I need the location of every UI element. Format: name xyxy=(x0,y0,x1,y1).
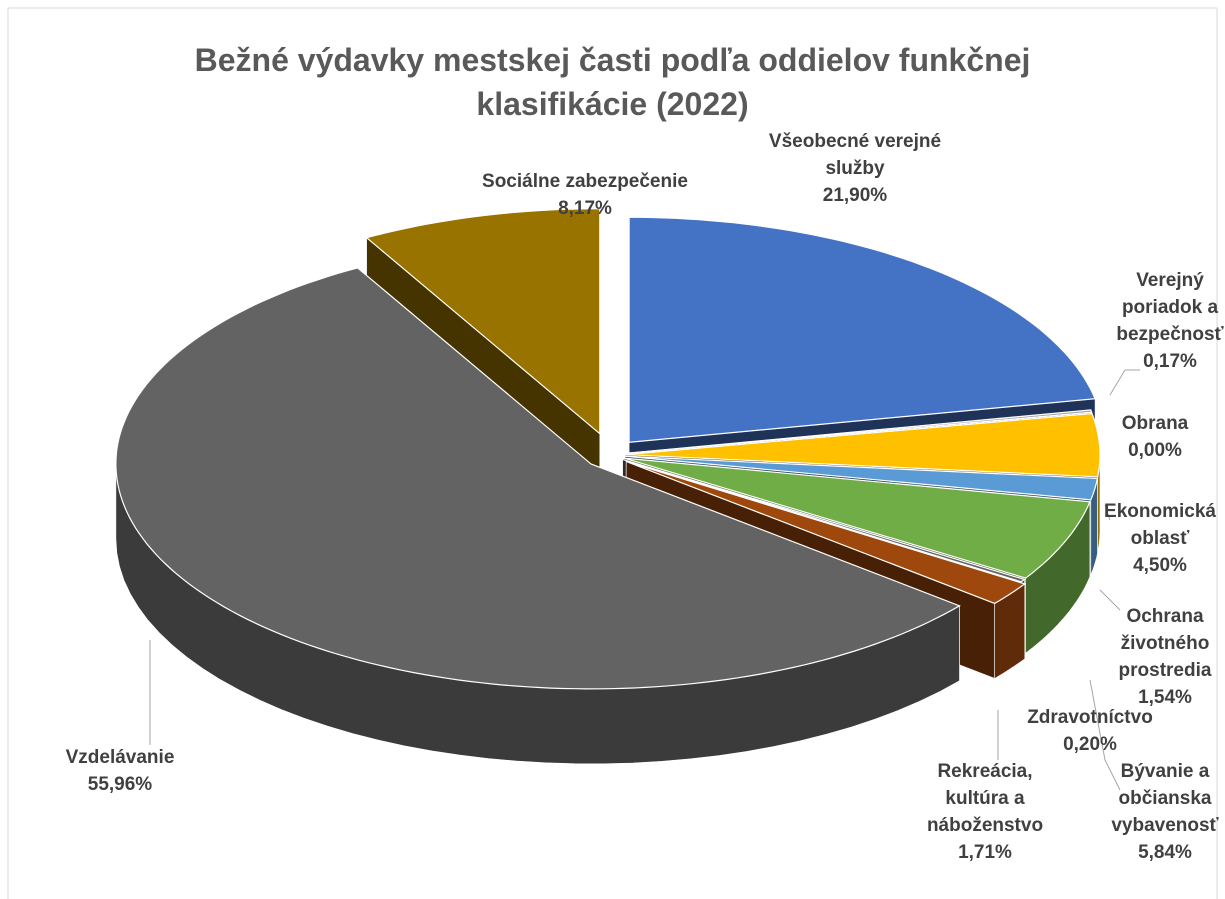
value-label: 1,54% xyxy=(1138,687,1192,708)
value-label: 0,17% xyxy=(1143,351,1197,372)
value-label: 0,20% xyxy=(1063,734,1117,755)
pie-slice xyxy=(624,455,1099,501)
pie-slice xyxy=(365,208,601,435)
data-label: Všeobecné verejné služby 21,90% xyxy=(745,128,965,209)
data-label: Ochrana životného prostredia 1,54% xyxy=(1105,603,1225,711)
data-label: Vzdelávanie 55,96% xyxy=(45,744,195,798)
value-label: 8,17% xyxy=(558,198,612,219)
value-label: 5,84% xyxy=(1138,842,1192,863)
category-label: Obrana xyxy=(1121,413,1189,434)
data-label: Verejný poriadok a bezpečnosť 0,17% xyxy=(1110,267,1225,375)
category-label: Vzdelávanie xyxy=(65,747,175,768)
chart-border xyxy=(7,7,1218,899)
value-label: 55,96% xyxy=(87,774,153,795)
category-label: Všeobecné verejné služby xyxy=(768,131,942,179)
data-label: Zdravotníctvo 0,20% xyxy=(1015,704,1165,758)
data-label: Ekonomická oblasť 4,50% xyxy=(1100,498,1220,579)
data-label: Bývanie a občianska vybavenosť 5,84% xyxy=(1100,758,1225,866)
leader-line xyxy=(1099,589,1121,611)
data-label: Sociálne zabezpečenie 8,17% xyxy=(455,168,715,222)
value-label: 4,50% xyxy=(1133,555,1187,576)
pie-slice xyxy=(624,411,1092,455)
data-label: Obrana 0,00% xyxy=(1100,410,1210,464)
category-label: Bývanie a občianska vybavenosť xyxy=(1111,761,1219,836)
category-label: Verejný poriadok a bezpečnosť xyxy=(1116,270,1224,345)
leader-line xyxy=(1089,679,1121,791)
data-label: Rekreácia, kultúra a náboženstvo 1,71% xyxy=(915,758,1055,866)
pie-slice xyxy=(623,457,1091,579)
pie-slice xyxy=(115,267,961,690)
value-label: 21,90% xyxy=(822,185,888,206)
value-label: 0,00% xyxy=(1128,440,1182,461)
pie-slice xyxy=(622,458,1026,583)
value-label: 1,71% xyxy=(958,842,1012,863)
pie-slice xyxy=(628,216,1096,443)
pie-slice xyxy=(625,460,1027,605)
leader-line xyxy=(1109,369,1140,396)
pie-slice xyxy=(624,412,1101,478)
category-label: Rekreácia, kultúra a náboženstvo xyxy=(926,761,1044,836)
pie xyxy=(115,208,1101,765)
leader-line xyxy=(1104,504,1111,521)
category-label: Ochrana životného prostredia xyxy=(1118,606,1212,681)
category-label: Zdravotníctvo xyxy=(1027,707,1153,728)
category-label: Sociálne zabezpečenie xyxy=(482,171,688,192)
chart-title: Bežné výdavky mestskej časti podľa oddie… xyxy=(194,42,1031,122)
category-label: Ekonomická oblasť xyxy=(1104,501,1216,549)
leader-lines xyxy=(149,369,1140,791)
